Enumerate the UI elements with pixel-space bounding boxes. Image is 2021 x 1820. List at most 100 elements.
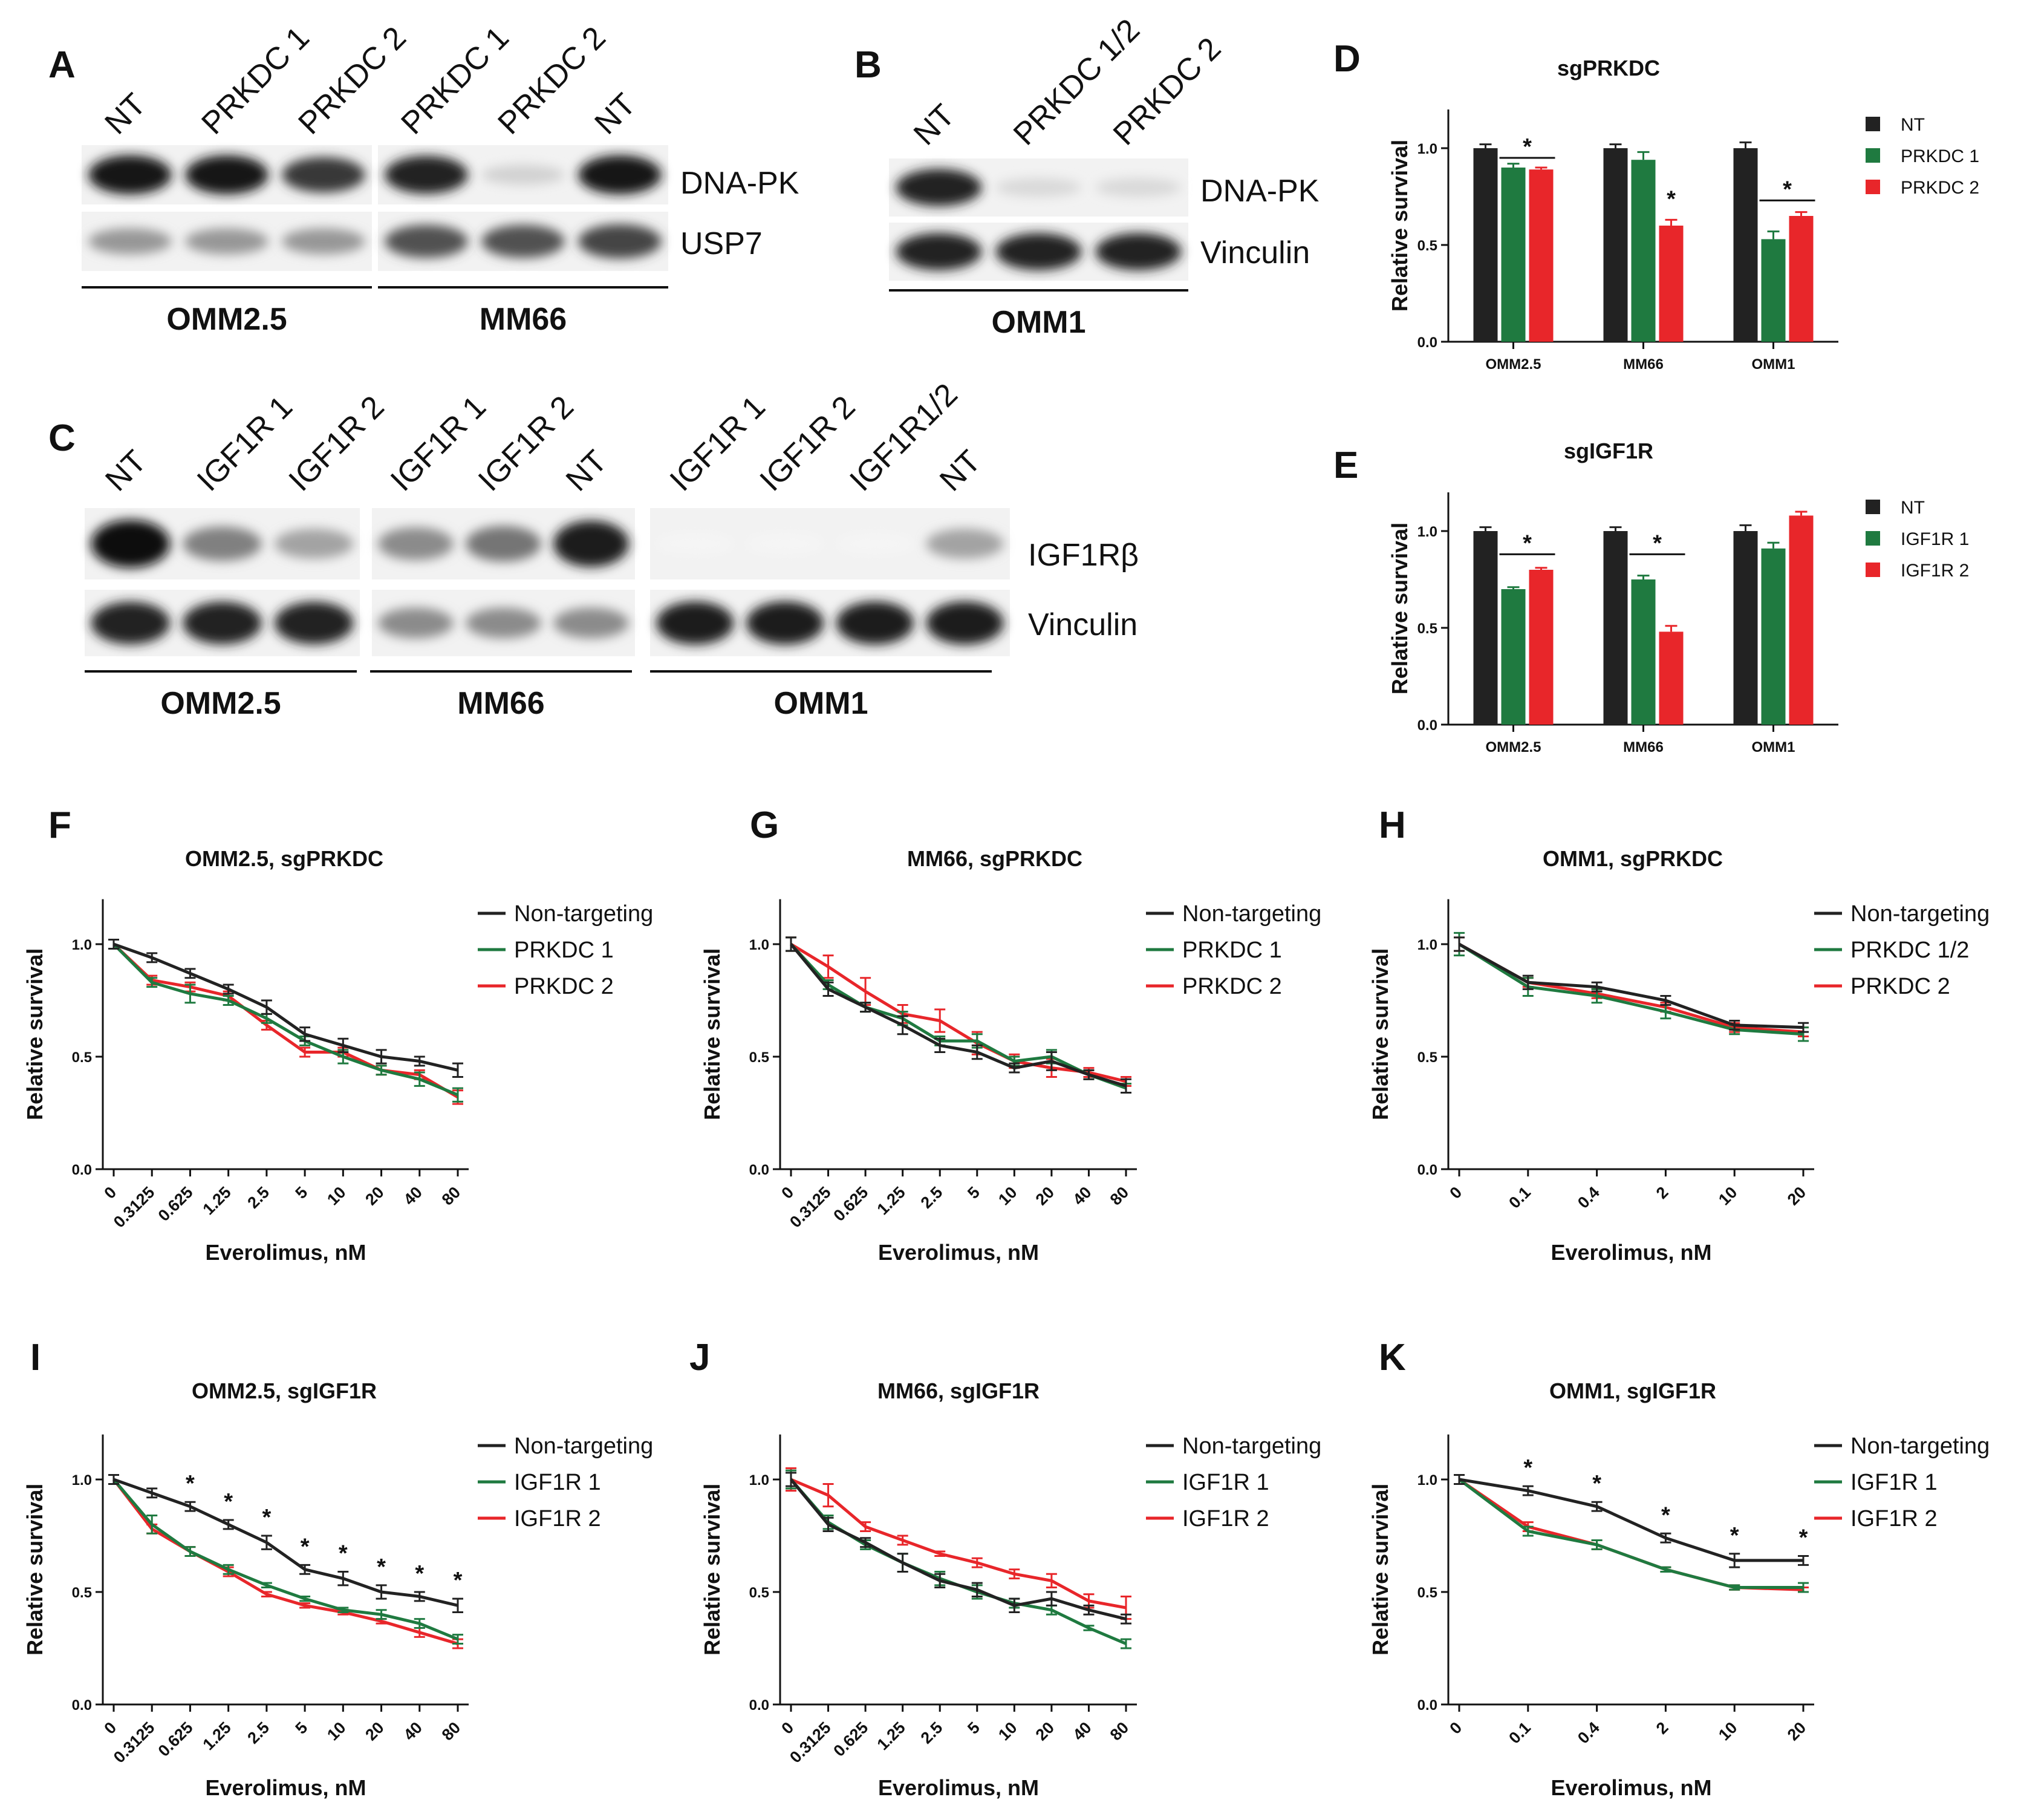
x-tick-label: 80 [1107, 1718, 1132, 1744]
x-tick-label: 10 [324, 1718, 349, 1744]
significance-star: * [262, 1505, 271, 1530]
series-line [112, 943, 458, 1097]
legend-swatch [1866, 148, 1880, 163]
blot-band [183, 526, 262, 561]
x-tick-label: OMM1 [1752, 356, 1795, 373]
x-tick-label: 0.4 [1574, 1718, 1603, 1747]
x-tick-label: 1.25 [874, 1718, 909, 1753]
blot-band [578, 224, 662, 259]
y-tick-label: 0.5 [749, 1049, 769, 1066]
lane-label: IGF1R 1 [663, 390, 772, 498]
legend-entry: PRKDC 2 [1850, 974, 1950, 999]
bar [1529, 169, 1554, 342]
x-tick-label: 2.5 [244, 1718, 273, 1747]
significance-star: * [1730, 1523, 1739, 1548]
y-tick-label: 1.0 [72, 937, 92, 953]
legend-entry: Non-targeting [1850, 901, 1990, 927]
y-tick-label: 0.5 [1417, 1049, 1437, 1066]
cell-line-label: OMM2.5 [166, 302, 287, 337]
x-tick-label: 10 [1715, 1183, 1740, 1208]
chart-I: I OMM2.5, sgIGF1R 0.0 0.5 1.0 Relative surviv… [22, 1337, 653, 1800]
blot-band [385, 155, 468, 194]
legend-swatch [1866, 180, 1880, 194]
lane-label: PRKDC 2 [291, 20, 412, 141]
x-tick-label: 5 [964, 1718, 983, 1738]
x-tick-label: 2.5 [917, 1183, 946, 1212]
protein-label: DNA-PK [680, 166, 799, 201]
significance-star: * [1799, 1525, 1808, 1550]
panel-label: C [48, 417, 76, 459]
x-tick-label: OMM2.5 [1485, 739, 1541, 755]
panel-label: H [1379, 804, 1406, 846]
y-tick-label: 0.0 [1417, 1162, 1437, 1178]
y-tick-label: 0.0 [749, 1162, 769, 1178]
bar [1603, 148, 1628, 342]
cell-line-label: OMM2.5 [160, 686, 281, 721]
blot-band [553, 520, 629, 567]
series-line [790, 1478, 1127, 1610]
bar [1761, 548, 1786, 725]
x-tick-label: 40 [400, 1718, 426, 1744]
chart-F: F OMM2.5, sgPRKDC 0.0 0.5 1.0 Relative surviv… [22, 804, 653, 1265]
y-axis-label: Relative survival [22, 1484, 47, 1655]
blot-band [656, 601, 734, 645]
significance-star: * [1661, 1502, 1670, 1528]
series-line [790, 943, 1127, 1090]
chart-title: MM66, sgPRKDC [907, 846, 1082, 871]
y-tick-label: 0.0 [1417, 334, 1437, 351]
legend-entry: IGF1R 2 [1182, 1506, 1269, 1531]
y-tick-label: 0.5 [72, 1049, 92, 1066]
series-line [112, 1478, 458, 1641]
lane-label: NT [99, 443, 153, 498]
y-tick-label: 0.5 [749, 1585, 769, 1601]
chart-G: G MM66, sgPRKDC 0.0 0.5 1.0 Relative survival… [700, 804, 1321, 1265]
blot-band [466, 607, 541, 639]
x-tick-label: 5 [292, 1183, 311, 1202]
x-tick-label: 5 [292, 1718, 311, 1738]
x-tick-label: 1.25 [200, 1718, 235, 1753]
blot-band [282, 157, 365, 193]
significance-star: * [1523, 134, 1532, 160]
legend-entry: IGF1R 1 [1850, 1470, 1938, 1495]
legend-entry: PRKDC 2 [1901, 178, 1979, 198]
x-tick-label: 20 [362, 1183, 387, 1208]
x-tick-label: 20 [1032, 1718, 1058, 1744]
legend-entry: Non-targeting [1850, 1433, 1990, 1459]
blot-band [995, 233, 1082, 270]
cell-line-label: MM66 [480, 302, 567, 337]
bar [1529, 570, 1554, 725]
blot-band [378, 607, 454, 639]
legend-swatch [1866, 117, 1880, 131]
bar [1603, 531, 1628, 725]
series-line [1458, 942, 1804, 1029]
bar [1733, 531, 1758, 725]
significance-star: * [186, 1471, 195, 1496]
x-tick-label: 0 [1446, 1183, 1465, 1202]
blot-band [995, 178, 1082, 197]
series-line [112, 1478, 458, 1645]
panel-label: D [1333, 38, 1361, 80]
bar [1473, 531, 1498, 725]
series-line [790, 942, 1127, 1083]
legend-entry: Non-targeting [1182, 901, 1321, 927]
blot-band [1095, 178, 1182, 197]
series-line [113, 942, 458, 1072]
blot-band [746, 601, 824, 645]
significance-star: * [1592, 1471, 1601, 1496]
y-tick-label: 0.0 [72, 1697, 92, 1714]
blot-band [896, 233, 982, 270]
lane-label: NT [559, 443, 614, 498]
lane-label: IGF1R 1 [384, 390, 493, 498]
x-tick-label: 0.3125 [786, 1183, 835, 1231]
panel-label: A [48, 44, 76, 86]
legend-swatch [1866, 563, 1880, 577]
lane-label: IGF1R 2 [753, 390, 862, 498]
x-tick-label: OMM2.5 [1485, 356, 1541, 373]
panel-label: J [689, 1337, 710, 1378]
y-tick-label: 1.0 [749, 1472, 769, 1489]
y-tick-label: 0.5 [1417, 621, 1437, 637]
x-tick-label: 1.25 [874, 1183, 909, 1218]
